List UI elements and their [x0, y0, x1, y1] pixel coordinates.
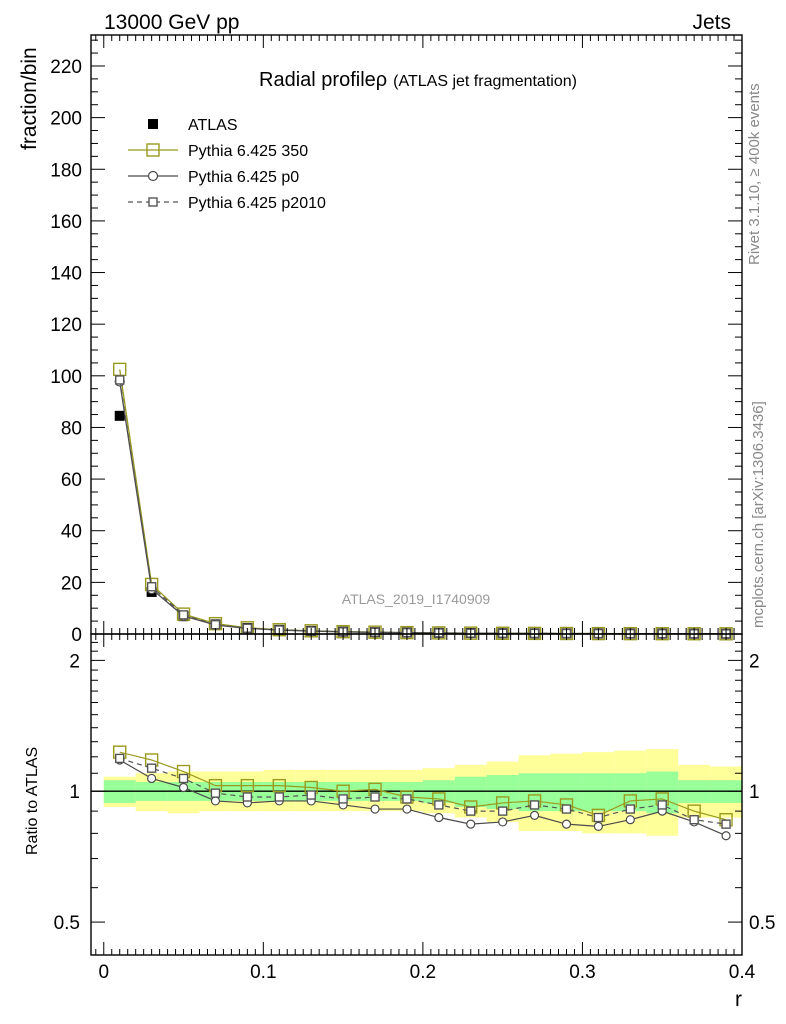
legend-label-atlas: ATLAS [188, 117, 238, 134]
series-marker [115, 753, 125, 764]
y-tick-label: 180 [50, 160, 82, 181]
x-tick-label: 0 [98, 962, 109, 983]
ratio-frame [90, 633, 743, 956]
x-tick-label: 0.4 [729, 962, 756, 983]
legend-label: Pythia 6.425 350 [188, 143, 308, 160]
series-marker [402, 794, 412, 804]
ratio-tick-label-right: 2 [749, 651, 760, 672]
legend-label: Pythia 6.425 p0 [188, 169, 299, 186]
ratio-tick-label: 0.5 [54, 913, 80, 934]
header-jets: Jets [692, 11, 731, 34]
x-tick-label: 0.2 [410, 962, 436, 983]
series-marker [148, 197, 158, 207]
series-marker [561, 819, 572, 829]
chart-title-symbol: ρ [376, 69, 387, 91]
series-marker [242, 792, 253, 802]
series-marker [306, 790, 316, 800]
legend-label: Pythia 6.425 p2010 [188, 195, 326, 212]
series-marker [466, 819, 476, 829]
legend: ATLAS Pythia 6.425 350 Pythia 6.425 p0 Pyth… [128, 117, 326, 212]
series-marker [178, 610, 189, 620]
series-marker [593, 821, 603, 832]
y-tick-label: 160 [50, 212, 82, 233]
y-tick-label: 200 [50, 109, 82, 130]
y-tick-label: 40 [61, 522, 82, 543]
series-marker [466, 806, 476, 816]
series-marker [178, 773, 189, 784]
mcplots-label: mcplots.cern.ch [arXiv:1306.3436] [750, 401, 767, 628]
series-marker [370, 792, 380, 802]
series-marker [529, 810, 540, 820]
series-marker [434, 800, 444, 810]
series-marker [272, 778, 286, 793]
ratio-tick-label: 2 [69, 651, 80, 672]
series-marker [561, 804, 572, 814]
y-tick-label: 60 [61, 470, 82, 491]
series-marker [178, 782, 189, 793]
data-point [114, 410, 125, 421]
ratio-axis-label: Ratio to ATLAS [24, 747, 41, 855]
series-marker [721, 831, 731, 841]
series-marker [657, 800, 667, 810]
chart-title-main: Radial profile [259, 69, 376, 91]
series-marker [370, 804, 380, 814]
ratio-plot: 0 0.1 0.2 0.3 0.4 0.5 0.5 1 1 2 2 [54, 633, 775, 983]
series-marker [498, 817, 508, 827]
analysis-watermark: ATLAS_2019_I1740909 [342, 591, 491, 607]
series-marker [274, 792, 284, 802]
series-marker [338, 794, 348, 804]
series-marker [210, 788, 221, 798]
ratio-tick-label-right: 1 [749, 782, 760, 803]
ratio-band-inner [582, 773, 615, 812]
legend-marker-atlas [148, 119, 158, 129]
chart-title-paren: (ATLAS jet fragmentation) [393, 73, 577, 90]
y-tick-label: 220 [50, 57, 82, 78]
chart-title: Radial profileρ (ATLAS jet fragmentation) [259, 69, 577, 91]
series-marker [497, 806, 508, 816]
y-tick-label: 120 [50, 315, 82, 336]
y-axis-label: fraction/bin [18, 47, 41, 150]
series-marker [240, 778, 255, 793]
x-tick-label: 0.3 [569, 962, 595, 983]
ratio-line [119, 759, 727, 837]
series-marker [210, 796, 221, 806]
series-marker [115, 375, 125, 385]
ratio-series [113, 745, 733, 827]
ratio-tick-label: 1 [69, 782, 80, 803]
y-tick-label: 100 [50, 367, 82, 388]
rivet-label: Rivet 3.1.10, ≥ 400k events [746, 83, 763, 265]
y-tick-label: 20 [61, 573, 82, 594]
series-marker [625, 815, 635, 825]
series-marker [593, 812, 604, 823]
series-marker [146, 763, 157, 773]
series-marker [146, 582, 157, 592]
ratio-series [115, 753, 731, 829]
series-marker [147, 170, 159, 182]
series-marker [434, 812, 444, 823]
series-marker [402, 804, 412, 814]
series-marker [529, 800, 540, 810]
x-axis-label: r [735, 988, 742, 1011]
y-tick-label: 140 [50, 264, 82, 285]
y-tick-label: 80 [61, 418, 82, 439]
ratio-line [119, 757, 727, 825]
series-marker [147, 773, 157, 784]
series-marker [689, 815, 699, 825]
series-marker [146, 143, 160, 157]
x-tick-label: 0.1 [250, 962, 276, 983]
series-marker [721, 819, 731, 829]
y-tick-label: 0 [71, 625, 82, 646]
series-marker [210, 620, 221, 630]
series-marker [625, 804, 636, 814]
header-energy: 13000 GeV pp [104, 11, 239, 34]
ratio-tick-label-right: 0.5 [749, 913, 775, 934]
